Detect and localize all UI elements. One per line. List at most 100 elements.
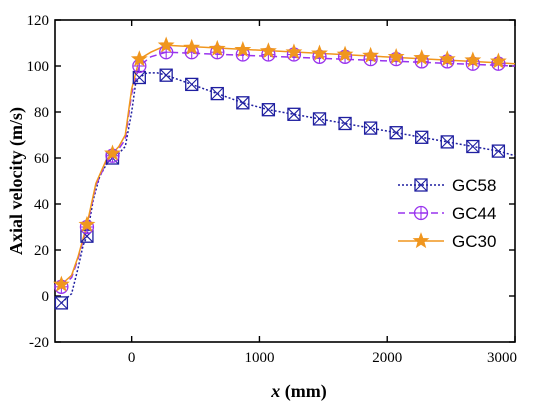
marker-star — [285, 43, 303, 60]
marker-square — [287, 107, 301, 121]
data-point-gc30 — [78, 215, 96, 232]
legend-item-gc30: GC30 — [398, 232, 496, 251]
marker-square — [210, 86, 224, 101]
marker-cross-b — [185, 78, 199, 91]
marker-star — [130, 50, 148, 67]
marker-cross-b — [364, 121, 378, 135]
data-point-gc30 — [130, 50, 148, 67]
data-point-gc58 — [312, 112, 327, 126]
data-point-gc58 — [210, 86, 224, 101]
x-axis-title: x (mm) — [270, 381, 326, 402]
marker-star — [438, 50, 456, 67]
marker-star — [387, 47, 405, 64]
marker-square — [185, 77, 199, 92]
marker-square — [491, 144, 506, 158]
marker-square — [389, 126, 403, 140]
marker-circle — [413, 205, 429, 221]
legend-item-gc58: GC58 — [398, 176, 496, 195]
data-point-gc30 — [104, 144, 121, 161]
marker-cross-b — [159, 68, 173, 82]
data-point-gc30 — [438, 50, 456, 67]
marker-star — [208, 39, 226, 56]
data-point-gc30 — [387, 47, 405, 64]
data-point-gc58 — [363, 121, 378, 135]
legend: GC58 GC44 GC30 — [398, 176, 496, 251]
marker-square — [338, 116, 352, 131]
marker-cross-b — [210, 87, 224, 100]
marker-square — [312, 112, 327, 126]
legend-label: GC44 — [452, 204, 496, 223]
marker-cross-b — [287, 107, 301, 121]
marker-star — [362, 46, 380, 63]
data-point-gc58 — [287, 107, 301, 121]
data-point-gc30 — [489, 52, 507, 69]
series-line-gc44 — [60, 51, 516, 288]
data-point-gc30 — [183, 38, 201, 55]
marker-cross-b — [415, 130, 429, 144]
marker-star — [183, 38, 201, 55]
marker-cross-b — [338, 117, 352, 130]
data-point-gc30 — [285, 43, 303, 60]
marker-star — [489, 52, 507, 69]
data-point-gc58 — [389, 126, 403, 140]
marker-star — [336, 45, 354, 62]
y-axis-title: Axial velocity (m/s) — [6, 107, 27, 255]
legend-label: GC30 — [452, 232, 496, 251]
data-point-gc58 — [440, 135, 454, 149]
series-line-gc30 — [60, 44, 516, 286]
data-point-gc30 — [208, 39, 226, 56]
y-tick-label: 120 — [27, 13, 50, 29]
data-point-gc58 — [236, 96, 250, 110]
y-tick-label: 40 — [34, 197, 49, 213]
marker-star — [311, 44, 328, 61]
y-tick-label: 100 — [27, 59, 50, 75]
marker-square — [261, 103, 276, 117]
marker-star — [234, 41, 252, 58]
marker-star — [412, 232, 430, 249]
marker-square — [466, 139, 480, 154]
data-point-gc30 — [413, 49, 431, 66]
x-tick-label: 3000 — [487, 350, 517, 366]
axis-ticks: 0 1000 2000 3000 -20 0 20 40 60 80 100 120 — [27, 13, 518, 366]
y-tick-label: 0 — [42, 289, 50, 305]
data-point-gc58 — [54, 296, 69, 310]
marker-cross-b — [389, 126, 403, 140]
data-point-gc58 — [491, 144, 506, 158]
data-point-gc30 — [234, 41, 252, 58]
marker-cross-b — [414, 178, 428, 192]
marker-star — [78, 215, 96, 232]
y-tick-label: 60 — [34, 151, 49, 167]
x-tick-label: 0 — [128, 350, 136, 366]
marker-star — [464, 51, 482, 68]
data-point-gc58 — [466, 139, 480, 154]
marker-cross-b — [440, 135, 454, 149]
marker-cross-b — [491, 144, 505, 158]
data-point-gc58 — [415, 130, 429, 144]
y-tick-label: -20 — [29, 335, 49, 351]
data-point-gc58 — [338, 116, 352, 131]
marker-square — [414, 178, 428, 192]
marker-cross-b — [313, 112, 326, 126]
data-point-gc58 — [159, 68, 173, 82]
series-markers — [52, 36, 507, 310]
data-point-gc30 — [464, 51, 482, 68]
marker-square — [415, 130, 429, 144]
data-point-gc30 — [362, 46, 380, 63]
data-point-gc30 — [336, 45, 354, 62]
data-point-gc58 — [261, 103, 276, 117]
marker-star — [104, 144, 121, 161]
x-tick-label: 1000 — [244, 350, 274, 366]
data-point-gc30 — [157, 36, 175, 53]
marker-cross-b — [132, 71, 146, 84]
marker-star — [52, 275, 70, 292]
legend-label: GC58 — [452, 176, 496, 195]
x-axis-variable: x — [270, 381, 280, 401]
series-line-gc58 — [60, 72, 516, 304]
plot-frame — [54, 19, 516, 343]
legend-item-gc44: GC44 — [398, 204, 496, 223]
marker-square — [236, 96, 250, 110]
legend-marker — [414, 178, 428, 192]
marker-square — [363, 121, 378, 135]
marker-star — [413, 49, 431, 66]
